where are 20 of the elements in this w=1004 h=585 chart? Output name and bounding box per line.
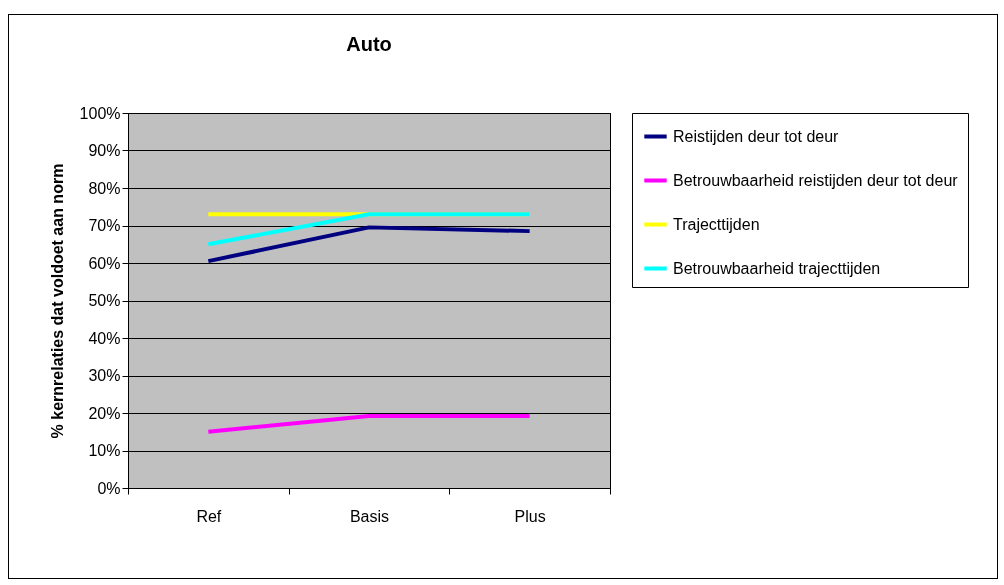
legend-label: Trajecttijden	[673, 215, 760, 233]
y-tick-label: 60%	[88, 254, 121, 272]
y-tick-label: 0%	[97, 479, 121, 497]
y-tick-label: 100%	[79, 104, 121, 122]
legend-label: Reistijden deur tot deur	[673, 127, 840, 145]
y-axis-title: % kernrelaties dat voldoet aan norm	[48, 163, 66, 439]
y-tick-label: 40%	[88, 329, 121, 347]
legend-label: Betrouwbaarheid reistijden deur tot deur	[673, 171, 959, 189]
y-tick-label: 90%	[88, 142, 121, 159]
y-tick-label: 50%	[88, 292, 121, 309]
y-tick-label: 70%	[88, 217, 121, 234]
chart-title: Auto	[346, 33, 392, 55]
y-tick-label: 20%	[88, 404, 121, 422]
y-tick-label: 30%	[88, 367, 121, 384]
x-tick-label: Basis	[349, 507, 390, 525]
x-tick-label: Plus	[514, 507, 546, 525]
x-tick-label: Ref	[196, 507, 222, 525]
y-tick-label: 80%	[88, 179, 121, 197]
legend-label: Betrouwbaarheid trajecttijden	[673, 259, 881, 277]
y-tick-label: 10%	[88, 442, 121, 459]
